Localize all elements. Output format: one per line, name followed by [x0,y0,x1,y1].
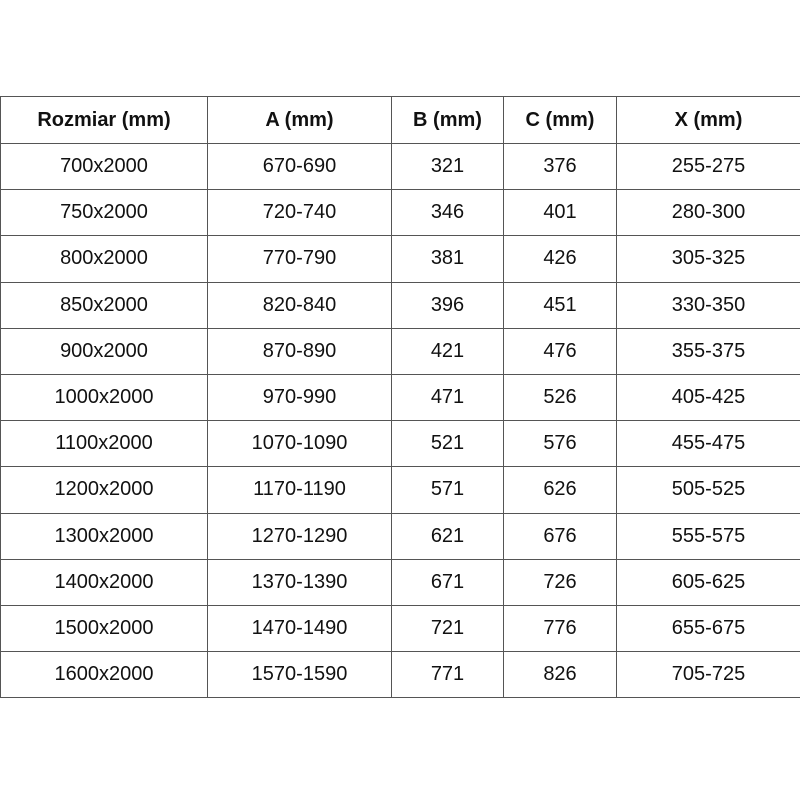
cell-b: 671 [391,558,504,606]
cell-a: 1170-1190 [207,466,392,514]
header-c: C (mm) [503,96,617,144]
cell-size: 1100x2000 [0,420,208,468]
cell-a: 1570-1590 [207,651,392,699]
cell-b: 571 [391,466,504,514]
cell-x: 255-275 [616,142,800,191]
cell-x: 605-625 [616,558,800,606]
dimensions-table: Rozmiar (mm) A (mm) B (mm) C (mm) X (mm) 700… [0,96,800,699]
table-row: 1600x2000 1570-1590 771 826 705-725 [0,651,800,699]
cell-c: 526 [503,373,617,422]
cell-size: 1500x2000 [0,604,208,653]
table-row: 750x2000 720-740 346 401 280-300 [0,189,800,237]
cell-a: 1070-1090 [207,420,392,468]
cell-x: 705-725 [616,651,800,699]
table-row: 900x2000 870-890 421 476 355-375 [0,327,800,375]
cell-b: 421 [391,327,504,375]
header-size: Rozmiar (mm) [0,96,208,144]
cell-c: 776 [503,604,617,653]
table-row: 1400x2000 1370-1390 671 726 605-625 [0,558,800,606]
cell-x: 405-425 [616,373,800,422]
cell-x: 555-575 [616,512,800,560]
cell-c: 401 [503,189,617,237]
table-row: 850x2000 820-840 396 451 330-350 [0,281,800,329]
cell-b: 471 [391,373,504,422]
cell-c: 626 [503,466,617,514]
cell-c: 476 [503,327,617,375]
cell-a: 1470-1490 [207,604,392,653]
cell-c: 376 [503,142,617,191]
cell-x: 330-350 [616,281,800,329]
cell-x: 455-475 [616,420,800,468]
cell-size: 750x2000 [0,189,208,237]
cell-a: 820-840 [207,281,392,329]
table-row: 1000x2000 970-990 471 526 405-425 [0,373,800,422]
cell-a: 670-690 [207,142,392,191]
cell-x: 280-300 [616,189,800,237]
cell-a: 870-890 [207,327,392,375]
cell-x: 655-675 [616,604,800,653]
header-x: X (mm) [616,96,800,144]
header-a: A (mm) [207,96,392,144]
cell-b: 321 [391,142,504,191]
cell-a: 970-990 [207,373,392,422]
table-row: 1300x2000 1270-1290 621 676 555-575 [0,512,800,560]
header-row: Rozmiar (mm) A (mm) B (mm) C (mm) X (mm) [0,96,800,144]
cell-a: 1270-1290 [207,512,392,560]
cell-b: 396 [391,281,504,329]
cell-c: 826 [503,651,617,699]
cell-a: 770-790 [207,235,392,283]
cell-b: 721 [391,604,504,653]
cell-size: 850x2000 [0,281,208,329]
cell-size: 1200x2000 [0,466,208,514]
cell-x: 505-525 [616,466,800,514]
header-b: B (mm) [391,96,504,144]
cell-c: 426 [503,235,617,283]
cell-c: 451 [503,281,617,329]
cell-a: 720-740 [207,189,392,237]
table-row: 700x2000 670-690 321 376 255-275 [0,142,800,191]
cell-size: 800x2000 [0,235,208,283]
cell-size: 1300x2000 [0,512,208,560]
cell-b: 346 [391,189,504,237]
cell-a: 1370-1390 [207,558,392,606]
cell-b: 771 [391,651,504,699]
cell-size: 700x2000 [0,142,208,191]
cell-x: 305-325 [616,235,800,283]
cell-b: 521 [391,420,504,468]
cell-size: 1000x2000 [0,373,208,422]
cell-c: 576 [503,420,617,468]
cell-c: 676 [503,512,617,560]
cell-b: 621 [391,512,504,560]
table-row: 800x2000 770-790 381 426 305-325 [0,235,800,283]
table-row: 1100x2000 1070-1090 521 576 455-475 [0,420,800,468]
cell-c: 726 [503,558,617,606]
cell-x: 355-375 [616,327,800,375]
table-row: 1200x2000 1170-1190 571 626 505-525 [0,466,800,514]
cell-size: 900x2000 [0,327,208,375]
cell-b: 381 [391,235,504,283]
cell-size: 1400x2000 [0,558,208,606]
table-row: 1500x2000 1470-1490 721 776 655-675 [0,604,800,653]
cell-size: 1600x2000 [0,651,208,699]
